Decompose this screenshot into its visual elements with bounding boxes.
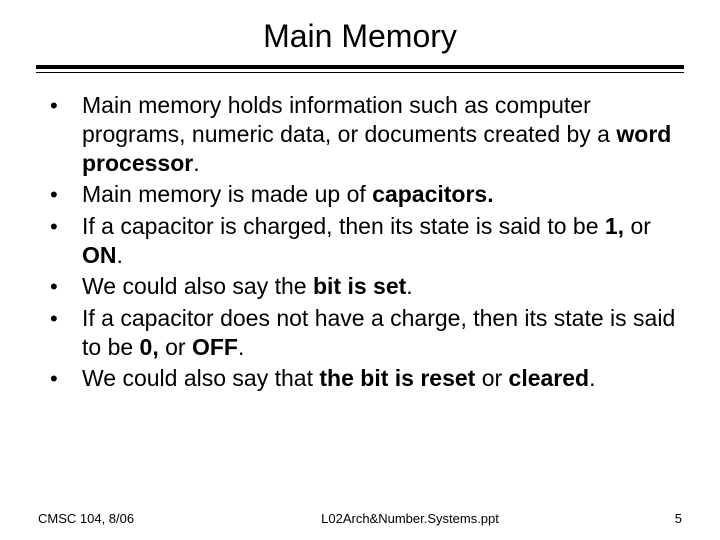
rule-thin — [36, 72, 684, 73]
bullet-text: Main memory holds information such as co… — [82, 91, 680, 178]
bullet-icon: • — [44, 180, 82, 210]
list-item: • Main memory holds information such as … — [44, 91, 680, 178]
footer-left: CMSC 104, 8/06 — [38, 511, 178, 526]
footer-page-number: 5 — [642, 511, 682, 526]
bullet-icon: • — [44, 364, 82, 394]
bullet-icon: • — [44, 91, 82, 121]
list-item: • We could also say the bit is set. — [44, 272, 680, 302]
title-rule — [36, 65, 684, 73]
bullet-icon: • — [44, 304, 82, 334]
bullet-text: We could also say that the bit is reset … — [82, 364, 680, 393]
bullet-text: If a capacitor is charged, then its stat… — [82, 212, 680, 270]
list-item: • We could also say that the bit is rese… — [44, 364, 680, 394]
list-item: • If a capacitor is charged, then its st… — [44, 212, 680, 270]
list-item: • Main memory is made up of capacitors. — [44, 180, 680, 210]
slide: Main Memory • Main memory holds informat… — [0, 0, 720, 540]
rule-thick — [36, 65, 684, 69]
bullet-text: We could also say the bit is set. — [82, 272, 680, 301]
bullet-list: • Main memory holds information such as … — [36, 91, 684, 511]
bullet-text: Main memory is made up of capacitors. — [82, 180, 680, 209]
slide-title: Main Memory — [36, 18, 684, 55]
bullet-icon: • — [44, 212, 82, 242]
bullet-icon: • — [44, 272, 82, 302]
list-item: • If a capacitor does not have a charge,… — [44, 304, 680, 362]
footer-center: L02Arch&Number.Systems.ppt — [178, 511, 642, 526]
bullet-text: If a capacitor does not have a charge, t… — [82, 304, 680, 362]
slide-footer: CMSC 104, 8/06 L02Arch&Number.Systems.pp… — [36, 511, 684, 540]
